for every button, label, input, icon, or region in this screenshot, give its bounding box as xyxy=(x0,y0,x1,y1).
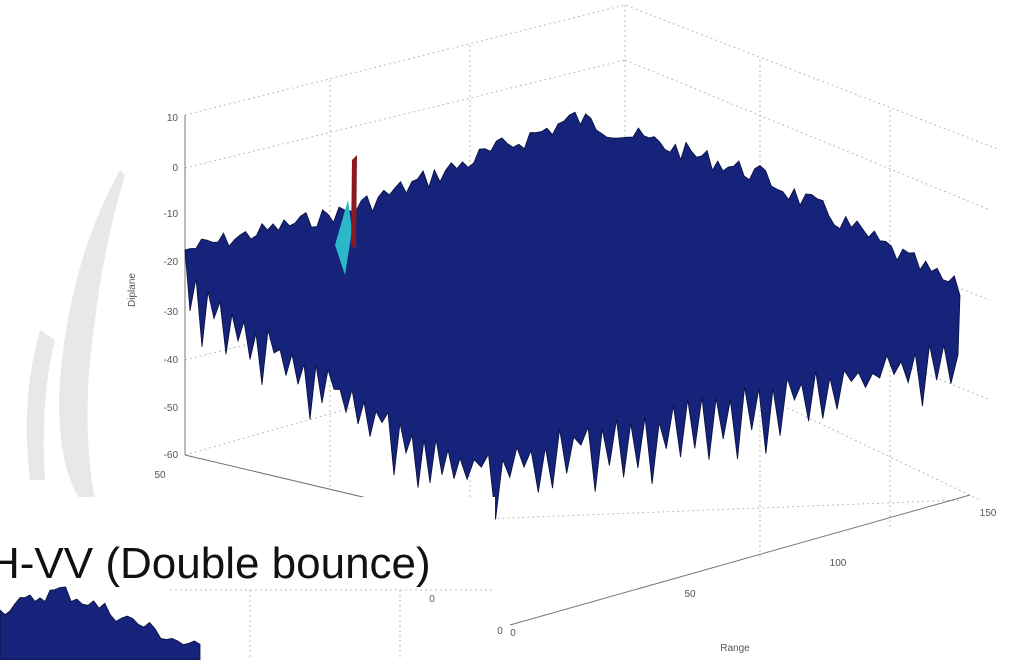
z-tick-label: 10 xyxy=(167,113,179,124)
caption: H-VV (Double bounce) xyxy=(0,539,431,588)
watermark xyxy=(26,170,125,500)
x-tick-label: 0 xyxy=(510,628,516,639)
x-tick-label: 50 xyxy=(684,589,696,600)
x-tick-label: 150 xyxy=(980,508,997,519)
x-axis-label: Range xyxy=(720,643,750,654)
z-tick-label: -60 xyxy=(164,450,179,461)
z-axis-label: Diplane xyxy=(127,273,138,307)
lower-surface xyxy=(0,586,201,661)
z-tick-label: -50 xyxy=(164,403,179,414)
surface-peak xyxy=(351,155,357,250)
y-tick-label: 50 xyxy=(154,470,166,481)
z-tick-label: 0 xyxy=(172,163,178,174)
z-tick-label: -40 xyxy=(164,355,179,366)
surface-highlight xyxy=(335,200,352,275)
lower-grid xyxy=(170,589,495,660)
y-tick-label: 0 xyxy=(497,626,503,637)
z-tick-label: -30 xyxy=(164,307,179,318)
z-tick-label: -10 xyxy=(164,209,179,220)
surface xyxy=(184,111,961,520)
y-tick-label: 0 xyxy=(429,594,435,605)
x-tick-label: 100 xyxy=(830,558,847,569)
z-tick-label: -20 xyxy=(164,257,179,268)
